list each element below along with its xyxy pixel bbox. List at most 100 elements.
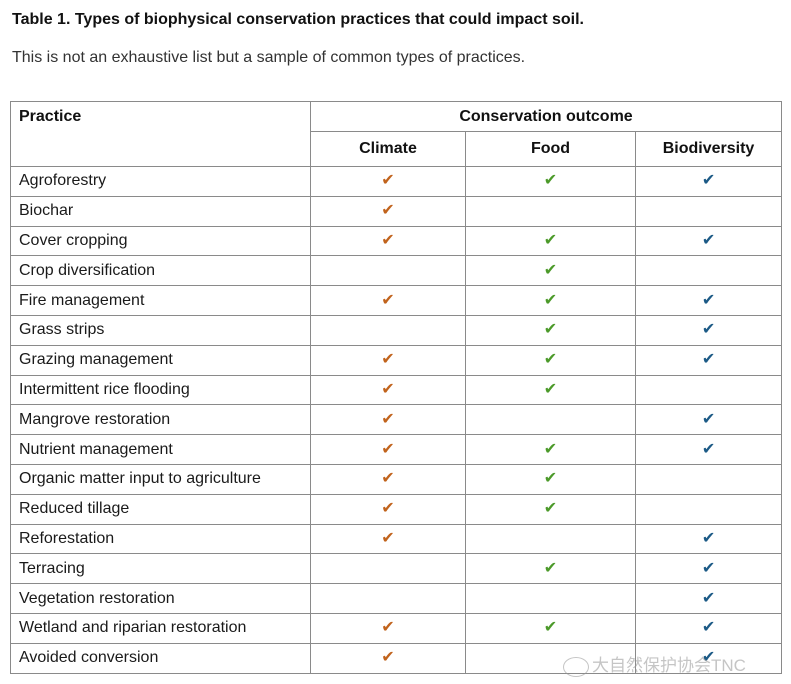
watermark-text: 大自然保护协会TNC: [592, 656, 746, 675]
checkmark-icon: ✔: [701, 649, 716, 667]
checkmark-icon: ✔: [701, 619, 716, 637]
biodiversity-cell: [634, 255, 783, 287]
table-row: Organic matter input to agriculture ✔ ✔: [10, 463, 783, 495]
weibo-icon: [563, 656, 589, 677]
climate-cell: ✔: [310, 344, 466, 376]
climate-cell: [310, 583, 466, 614]
table-subtitle: This is not an exhaustive list but a sam…: [12, 49, 526, 66]
food-cell: ✔: [465, 285, 636, 316]
checkmark-icon: ✔: [543, 470, 558, 488]
practice-name: Mangrove restoration: [10, 404, 311, 436]
table-row: Vegetation restoration ✔: [10, 583, 783, 614]
biodiversity-cell: [634, 374, 783, 406]
biodiversity-cell: ✔: [634, 225, 783, 257]
biodiversity-cell: [634, 493, 783, 525]
food-cell: ✔: [465, 493, 636, 525]
practice-name: Avoided conversion: [10, 642, 311, 674]
food-cell: ✔: [465, 255, 636, 287]
climate-cell: ✔: [310, 374, 466, 406]
practice-name: Reduced tillage: [10, 493, 311, 525]
climate-cell: ✔: [310, 434, 466, 465]
biodiversity-cell: ✔: [634, 583, 783, 614]
table-row: Reforestation ✔ ✔: [10, 523, 783, 555]
checkmark-icon: ✔: [701, 529, 716, 547]
checkmark-icon: ✔: [701, 589, 716, 607]
food-cell: [465, 404, 636, 436]
biodiversity-cell: ✔: [634, 553, 783, 585]
practices-table: Practice Conservation outcome Climate Fo…: [10, 101, 783, 674]
table-row: Biochar ✔: [10, 195, 783, 227]
table-row: Grazing management ✔ ✔ ✔: [10, 344, 783, 376]
practice-name: Nutrient management: [10, 434, 311, 465]
climate-cell: ✔: [310, 523, 466, 555]
checkmark-icon: ✔: [701, 559, 716, 577]
climate-cell: ✔: [310, 493, 466, 525]
climate-cell: ✔: [310, 642, 466, 674]
food-cell: ✔: [465, 374, 636, 406]
climate-cell: ✔: [310, 285, 466, 316]
food-header: Food: [465, 131, 636, 167]
table-row: Grass strips ✔ ✔: [10, 314, 783, 346]
watermark: 大自然保护协会TNC: [563, 651, 746, 677]
checkmark-icon: ✔: [701, 351, 716, 369]
practice-name: Crop diversification: [10, 255, 311, 287]
checkmark-icon: ✔: [543, 500, 558, 518]
climate-cell: ✔: [310, 195, 466, 227]
practice-name: Fire management: [10, 285, 311, 316]
biodiversity-cell: ✔: [634, 642, 783, 674]
table-row: Wetland and riparian restoration ✔ ✔ ✔: [10, 612, 783, 644]
checkmark-icon: ✔: [381, 380, 395, 398]
practice-name: Agroforestry: [10, 166, 311, 197]
checkmark-icon: ✔: [381, 231, 395, 249]
checkmark-icon: ✔: [701, 231, 716, 249]
climate-header: Climate: [310, 131, 466, 167]
checkmark-icon: ✔: [381, 500, 395, 518]
table-row: Intermittent rice flooding ✔ ✔: [10, 374, 783, 406]
practice-name: Biochar: [10, 195, 311, 227]
food-cell: ✔: [465, 434, 636, 465]
food-cell: ✔: [465, 612, 636, 644]
checkmark-icon: ✔: [381, 470, 395, 488]
checkmark-icon: ✔: [701, 321, 716, 339]
biodiversity-cell: ✔: [634, 314, 783, 346]
food-cell: ✔: [465, 314, 636, 346]
biodiversity-cell: ✔: [634, 285, 783, 316]
biodiversity-cell: ✔: [634, 166, 783, 197]
climate-cell: [310, 553, 466, 585]
checkmark-icon: ✔: [701, 440, 716, 458]
practice-name: Reforestation: [10, 523, 311, 555]
practice-name: Terracing: [10, 553, 311, 585]
biodiversity-cell: [634, 463, 783, 495]
checkmark-icon: ✔: [381, 351, 395, 369]
biodiversity-cell: [634, 195, 783, 227]
checkmark-icon: ✔: [543, 380, 558, 398]
food-cell: [465, 523, 636, 555]
table-body: Agroforestry ✔ ✔ ✔ Biochar ✔ Cover cropping ✔ ✔ ✔…: [10, 166, 783, 674]
table-row: Nutrient management ✔ ✔ ✔: [10, 434, 783, 465]
checkmark-icon: ✔: [701, 291, 716, 309]
checkmark-icon: ✔: [543, 291, 558, 309]
checkmark-icon: ✔: [381, 649, 395, 667]
conservation-outcome-header: Conservation outcome: [309, 101, 783, 132]
food-cell: ✔: [465, 463, 636, 495]
biodiversity-cell: ✔: [634, 344, 783, 376]
checkmark-icon: ✔: [381, 202, 395, 220]
food-cell: ✔: [465, 553, 636, 585]
checkmark-icon: ✔: [543, 351, 558, 369]
practice-name: Organic matter input to agriculture: [10, 463, 311, 495]
checkmark-icon: ✔: [381, 440, 395, 458]
checkmark-icon: ✔: [381, 529, 395, 547]
table-row: Reduced tillage ✔ ✔: [10, 493, 783, 525]
biodiversity-cell: ✔: [634, 523, 783, 555]
biodiversity-header: Biodiversity: [634, 131, 783, 167]
table-row: Agroforestry ✔ ✔ ✔: [10, 166, 783, 197]
climate-cell: [310, 255, 466, 287]
table-row: Cover cropping ✔ ✔ ✔: [10, 225, 783, 257]
food-cell: ✔: [465, 225, 636, 257]
checkmark-icon: ✔: [543, 559, 558, 577]
food-cell: ✔: [465, 344, 636, 376]
climate-cell: ✔: [310, 612, 466, 644]
checkmark-icon: ✔: [543, 321, 558, 339]
table-row: Terracing ✔ ✔: [10, 553, 783, 585]
table-row: Mangrove restoration ✔ ✔: [10, 404, 783, 436]
